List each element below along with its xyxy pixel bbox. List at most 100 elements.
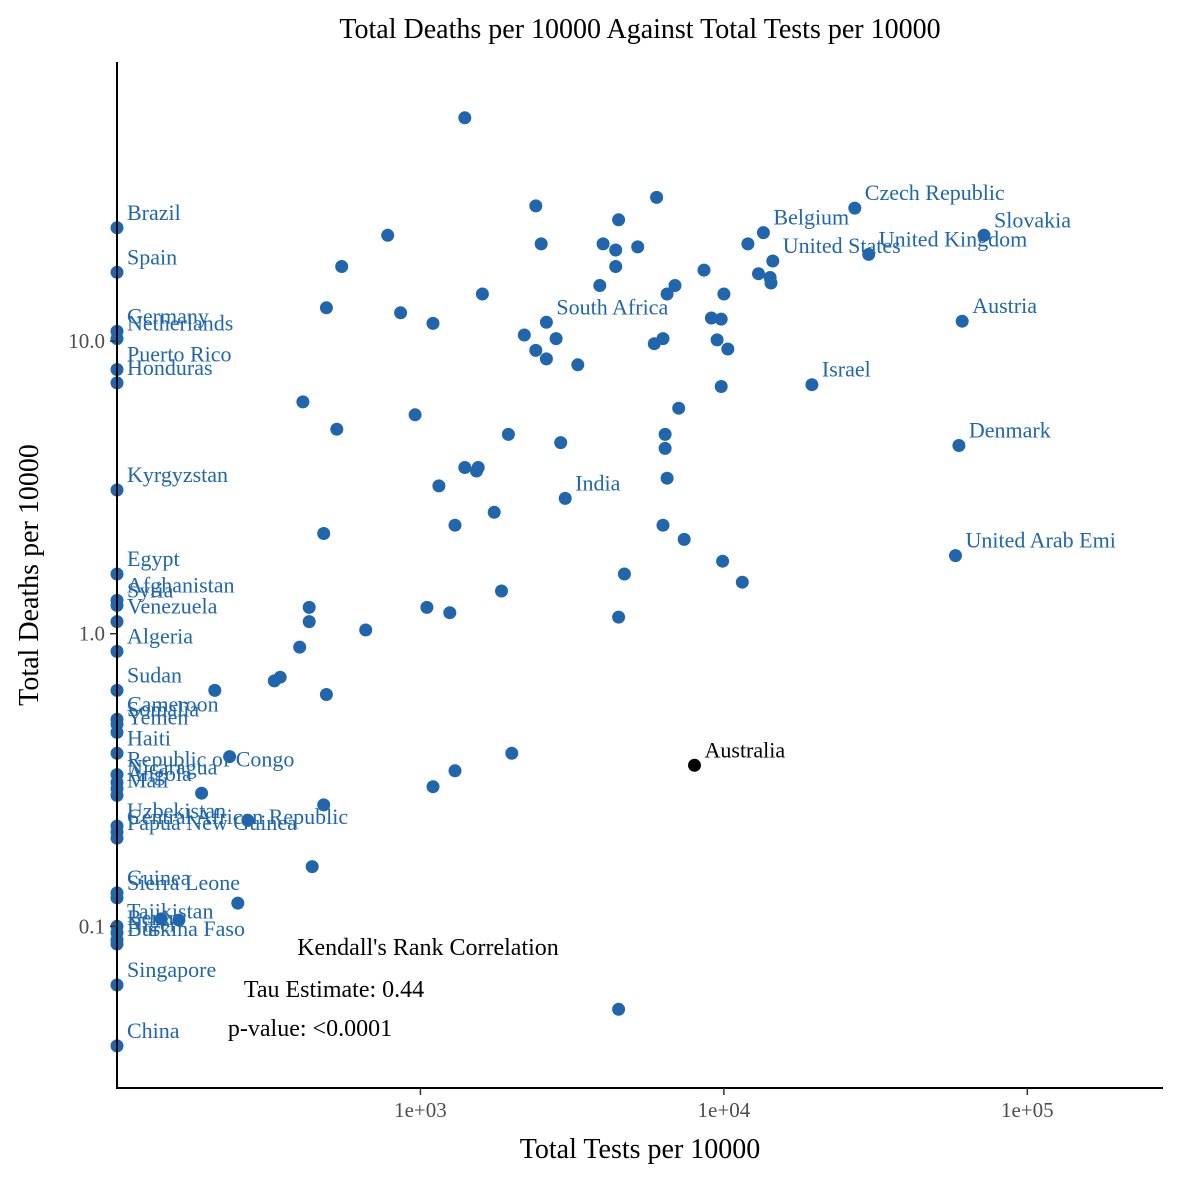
data-point [721, 342, 735, 356]
data-point [505, 746, 519, 760]
point-label-netherlands: Netherlands [127, 311, 233, 336]
data-point [752, 267, 765, 281]
y-tick-label: 10.0 [68, 329, 105, 353]
data-point [302, 600, 316, 614]
data-point [714, 312, 728, 326]
point-label-tajikistan: Tajikistan [127, 898, 213, 923]
point-label-burkina-faso: Burkina Faso [127, 916, 245, 941]
data-point-united-states [766, 254, 780, 268]
data-point [697, 263, 711, 277]
point-label-niger: Niger [127, 912, 178, 937]
y-tick-label: 0.1 [79, 914, 105, 938]
data-point [593, 279, 607, 292]
data-point [195, 786, 209, 800]
data-point [617, 567, 631, 581]
point-label-papua-new-guinea: Papua New Guinea [127, 810, 297, 835]
data-point [231, 896, 245, 910]
data-point-israel [805, 378, 819, 392]
data-point [319, 301, 333, 315]
data-point [716, 554, 730, 568]
data-point [539, 352, 553, 366]
data-point [470, 464, 483, 478]
data-point [241, 813, 255, 827]
data-point [154, 912, 168, 926]
point-label-austria: Austria [972, 293, 1037, 318]
data-point [296, 395, 310, 409]
point-label-belgium: Belgium [773, 205, 849, 230]
x-axis-ticks: 1e+03 1e+04 1e+05 [394, 1088, 1054, 1122]
point-label-cameroon: Cameroon [127, 691, 219, 716]
point-label-honduras: Honduras [127, 355, 213, 380]
data-point [319, 688, 333, 701]
point-label-kyrgyzstan: Kyrgyzstan [127, 462, 228, 487]
data-point [612, 1002, 626, 1016]
data-point [517, 328, 531, 342]
data-point [208, 683, 222, 697]
data-point [660, 287, 674, 301]
point-label-yemen: Yemen [127, 704, 188, 729]
point-label-puerto-rico: Puerto Rico [127, 342, 232, 367]
data-point [658, 441, 672, 455]
data-point [426, 316, 440, 330]
data-point-australia [688, 758, 701, 772]
annotation-p-value: p-value: <0.0001 [228, 1016, 392, 1042]
point-label-singapore: Singapore [127, 957, 216, 982]
point-label-united-states: United States [783, 233, 901, 258]
data-point [495, 584, 508, 598]
point-label-angola: Angola [127, 761, 192, 786]
data-point [293, 640, 307, 654]
data-point [172, 913, 186, 927]
data-point [529, 199, 543, 213]
data-point-denmark [952, 439, 966, 452]
data-point [554, 436, 568, 450]
point-label-egypt: Egypt [127, 546, 180, 571]
data-point [571, 358, 585, 372]
point-label-mali: Mali [127, 767, 169, 792]
kendall-annotation: Kendall's Rank Correlation Tau Estimate:… [228, 935, 559, 1042]
data-point [458, 111, 472, 125]
data-point [534, 237, 548, 251]
point-label-nicaragua: Nicaragua [127, 755, 218, 780]
data-point [658, 427, 672, 441]
x-tick-label: 1e+04 [698, 1098, 751, 1122]
data-point [394, 306, 408, 320]
data-point [223, 750, 237, 764]
data-point [764, 276, 778, 290]
point-label-denmark: Denmark [969, 418, 1051, 443]
data-point [302, 615, 316, 629]
data-point [714, 380, 728, 393]
data-point [735, 575, 749, 589]
point-label-haiti: Haiti [127, 725, 171, 750]
data-point-czech-republic [848, 201, 862, 215]
data-point [420, 600, 434, 614]
data-point [317, 527, 331, 540]
data-point [672, 401, 686, 415]
point-label-australia: Australia [705, 737, 786, 762]
data-point [448, 764, 462, 778]
x-tick-label: 1e+05 [1001, 1098, 1054, 1122]
annotation-heading: Kendall's Rank Correlation [297, 935, 559, 961]
data-point [656, 518, 670, 532]
data-point [359, 623, 373, 637]
point-label-united-arab-emi: United Arab Emi [966, 528, 1116, 553]
data-point-united-kingdom [862, 247, 876, 261]
point-label-syria: Syria [127, 577, 174, 602]
data-point [609, 243, 623, 257]
point-label-central-african-republic: Central African Republic [127, 804, 348, 829]
data-point [487, 505, 501, 519]
data-point [443, 606, 457, 620]
point-label-sudan: Sudan [127, 662, 182, 687]
y-axis-ticks: 0.1 1.0 10.0 [68, 329, 117, 938]
data-point [448, 518, 462, 532]
data-point-united-arab-emi [949, 549, 962, 563]
data-point [596, 237, 610, 251]
point-label-venezuela: Venezuela [127, 594, 218, 619]
point-label-sierra-leone: Sierra Leone [127, 870, 240, 895]
data-point [432, 479, 446, 493]
point-label-afghanistan: Afghanistan [127, 572, 235, 597]
point-label-brazil: Brazil [127, 200, 181, 225]
data-point [458, 461, 472, 474]
point-label-somalia: Somalia [127, 696, 199, 721]
